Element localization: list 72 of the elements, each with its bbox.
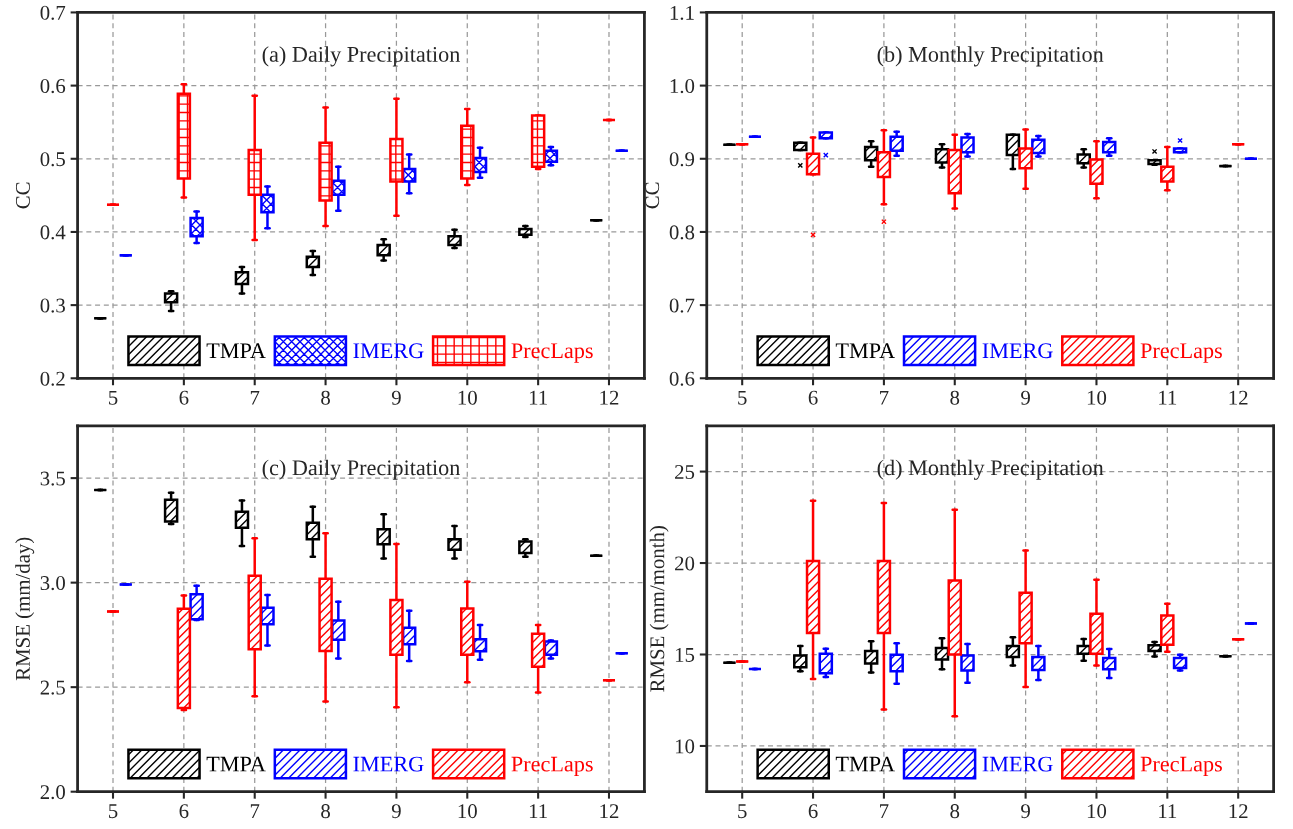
text: TMPA <box>835 343 895 358</box>
y-tick-label: 2.5 <box>40 680 65 695</box>
y-axis-title: RMSE (mm/month) <box>649 526 669 692</box>
x-tick-label: 10 <box>1087 804 1107 819</box>
x-tick-label: 6 <box>179 390 189 405</box>
legend-label: PrecLaps <box>1140 343 1222 363</box>
legend-label: IMERG <box>353 343 424 359</box>
y-tick-label: 2.0 <box>40 785 65 800</box>
x-tick-label: 6 <box>179 804 189 819</box>
x-tick-label: 6 <box>808 804 818 819</box>
y-axis-title: RMSE (mm/day) <box>15 537 35 681</box>
legend-label: PrecLaps <box>511 343 593 363</box>
x-tick-label: 5 <box>109 390 118 405</box>
x-tick-label: 7 <box>880 390 889 405</box>
x-tick-label: 12 <box>600 804 619 818</box>
x-tick-label: 5 <box>738 804 747 819</box>
x-tick-label: 10 <box>458 390 477 405</box>
y-tick-label: 25 <box>675 465 695 480</box>
x-tick-label: 10 <box>1087 390 1107 405</box>
y-tick-label: 20 <box>675 556 695 571</box>
text: (a) Daily Precipitation <box>262 46 461 67</box>
x-tick-label: 10 <box>458 804 477 819</box>
y-tick-label: 1.1 <box>670 5 694 20</box>
y-axis-title: CC <box>15 182 30 209</box>
y-tick-label: 0.7 <box>40 5 66 20</box>
x-tick-label: 7 <box>880 804 889 818</box>
y-tick-label: 0.9 <box>669 152 695 167</box>
x-tick-label: 9 <box>391 804 401 819</box>
text: (c) Daily Precipitation <box>262 459 461 480</box>
legend-label: TMPA <box>206 343 266 358</box>
x-tick-label: 11 <box>1159 390 1177 405</box>
x-tick-label: 8 <box>950 390 960 405</box>
x-tick-label: 6 <box>808 390 818 405</box>
text: TMPA <box>206 756 266 772</box>
x-tick-label: 12 <box>1229 390 1248 405</box>
legend-label: PrecLaps <box>511 756 593 777</box>
y-tick-label: 15 <box>675 647 695 662</box>
y-tick-label: 0.6 <box>40 78 66 94</box>
x-tick-label: 8 <box>321 804 330 819</box>
text: TMPA <box>835 756 895 772</box>
x-tick-label: 9 <box>1021 390 1030 405</box>
y-tick-label: 0.8 <box>669 225 695 240</box>
text: IMERG <box>982 756 1053 772</box>
x-tick-label: 12 <box>1229 804 1248 818</box>
text: (d) Monthly Precipitation <box>877 459 1104 480</box>
y-tick-label: 0.4 <box>40 225 66 240</box>
x-tick-label: 5 <box>109 804 118 819</box>
x-tick-label: 9 <box>1021 804 1030 819</box>
x-tick-label: 11 <box>1159 804 1177 818</box>
x-tick-label: 11 <box>529 804 547 818</box>
legend-label: IMERG <box>353 756 424 772</box>
x-tick-label: 8 <box>321 390 330 405</box>
y-tick-label: 3.0 <box>40 576 65 591</box>
y-tick-label: 0.6 <box>669 371 695 386</box>
x-tick-label: 5 <box>738 390 747 405</box>
y-tick-label: 10 <box>675 739 695 754</box>
x-tick-label: 11 <box>529 390 547 405</box>
y-tick-label: 0.2 <box>40 371 65 386</box>
legend-label: IMERG <box>982 343 1053 359</box>
x-tick-label: 9 <box>391 390 401 405</box>
y-tick-label: 0.5 <box>40 152 65 167</box>
y-tick-label: 0.7 <box>669 298 695 313</box>
x-tick-label: 7 <box>250 390 260 405</box>
y-tick-label: 3.5 <box>40 471 65 486</box>
y-axis-title: CC <box>645 182 660 209</box>
text: (b) Monthly Precipitation <box>877 46 1104 67</box>
y-tick-label: 0.3 <box>40 298 65 313</box>
text: PrecLaps <box>1140 756 1222 777</box>
x-tick-label: 8 <box>950 804 960 819</box>
x-tick-label: 12 <box>600 390 619 405</box>
x-tick-label: 7 <box>250 804 260 818</box>
y-tick-label: 1.0 <box>670 78 695 94</box>
